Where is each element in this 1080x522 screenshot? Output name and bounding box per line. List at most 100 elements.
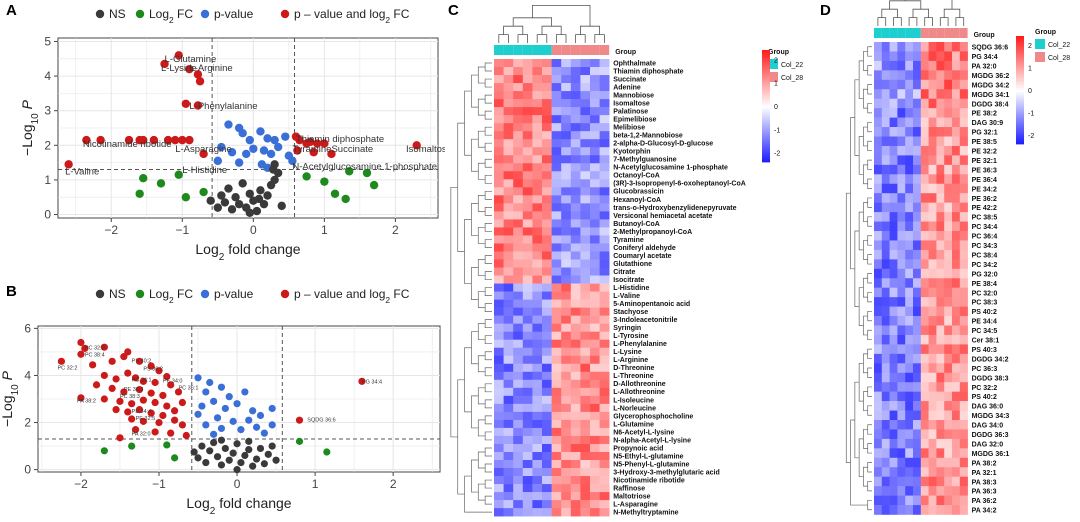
heatmap-cell	[513, 299, 524, 308]
data-point-both	[82, 135, 91, 145]
row-dendrogram	[484, 255, 492, 264]
heatmap-cell	[928, 231, 937, 241]
row-label: PE 42:2	[972, 205, 997, 212]
heatmap-cell	[513, 307, 524, 316]
heatmap-cell	[936, 486, 945, 496]
heatmap-cell	[532, 299, 543, 308]
colorbar-segment	[762, 66, 770, 70]
data-point-both	[181, 99, 191, 108]
heatmap-cell	[952, 98, 961, 109]
heatmap-cell	[959, 51, 968, 62]
heatmap-cell	[513, 419, 524, 429]
row-label: Coumaryl acetate	[613, 253, 671, 260]
heatmap-cell	[936, 391, 945, 402]
row-label: N5-Phenyl-L-glutamine	[613, 461, 689, 468]
data-point-ns	[233, 466, 241, 474]
heatmap-cell	[494, 508, 504, 517]
colorbar-tick: 2	[774, 57, 778, 64]
heatmap-cell	[580, 419, 591, 429]
x-tick-label: −1	[152, 477, 166, 491]
heatmap-cell	[513, 139, 524, 148]
col-dendrogram	[943, 8, 961, 18]
heatmap-cell	[503, 75, 514, 84]
heatmap-cell	[905, 136, 914, 147]
row-label: PE 36:4	[972, 177, 997, 184]
heatmap-cell	[944, 117, 953, 128]
colorbar-tick: -1	[774, 127, 780, 134]
group-annotation-cell	[494, 45, 504, 55]
heatmap-cell	[590, 419, 600, 429]
row-label: PC 38:4	[972, 252, 998, 259]
heatmap-cell	[503, 275, 514, 284]
heatmap-cell	[551, 435, 562, 445]
row-dendrogram	[477, 227, 486, 244]
row-dendrogram	[867, 273, 872, 284]
heatmap-cell	[503, 67, 514, 76]
data-point-pv	[194, 410, 202, 418]
heatmap-cell	[494, 476, 504, 485]
colorbar-segment	[762, 139, 770, 142]
heatmap-cell	[874, 193, 883, 203]
heatmap-cell	[532, 195, 543, 204]
point-label: L-Histidine	[182, 165, 227, 176]
legend-swatch	[1035, 52, 1045, 62]
heatmap-cell	[920, 287, 929, 298]
data-point-ns	[194, 454, 202, 462]
group-annotation-cell	[561, 45, 571, 55]
heatmap-cell	[897, 401, 906, 411]
heatmap-cell	[561, 427, 572, 437]
heatmap-cell	[580, 75, 591, 84]
heatmap-cell	[561, 107, 572, 116]
row-label: PE 36:2	[972, 196, 997, 203]
heatmap-cell	[936, 60, 945, 71]
data-point-both	[128, 400, 136, 408]
heatmap-cell	[532, 267, 543, 276]
heatmap-cell	[513, 371, 524, 381]
row-dendrogram	[457, 122, 465, 252]
data-point-both	[120, 353, 128, 361]
row-dendrogram	[867, 216, 872, 227]
heatmap-cell	[897, 249, 906, 260]
row-label: Melibiose	[613, 125, 645, 132]
data-point-both	[309, 148, 318, 157]
colorbar-segment	[1016, 50, 1024, 53]
heatmap-cell	[570, 323, 581, 332]
heatmap-cell	[881, 306, 890, 317]
data-point-both	[193, 70, 203, 79]
heatmap-cell	[494, 163, 504, 172]
heatmap-cell	[542, 155, 552, 164]
heatmap-cell	[913, 297, 922, 307]
heatmap-cell	[513, 99, 524, 108]
heatmap-cell	[503, 187, 514, 196]
group-annotation-cell	[952, 28, 960, 38]
legend-label-ns: NS	[109, 287, 126, 301]
row-label: Tyramine	[613, 237, 644, 244]
heatmap-cell	[590, 123, 600, 132]
colorbar-segment	[1016, 66, 1024, 69]
colorbar-segment	[1016, 81, 1024, 84]
colorbar-segment	[1016, 36, 1024, 39]
heatmap-cell	[889, 108, 898, 118]
heatmap-cell	[590, 171, 600, 180]
heatmap-cell	[522, 371, 533, 381]
heatmap-cell	[881, 183, 890, 194]
heatmap-cell	[599, 508, 610, 517]
heatmap-cell	[881, 486, 890, 496]
col-dendrogram	[498, 34, 509, 43]
heatmap-cell	[513, 131, 524, 140]
col-dendrogram	[893, 17, 902, 26]
heatmap-cell	[599, 299, 610, 308]
heatmap-cell	[513, 243, 524, 252]
data-point-both	[195, 77, 205, 86]
data-point-both	[171, 416, 179, 424]
row-label: N-Acetylglucosamine 1-phosphate	[613, 165, 728, 172]
heatmap-cell	[913, 79, 922, 90]
colorbar-segment	[1016, 90, 1024, 93]
data-point-ns	[270, 175, 279, 185]
heatmap-cell	[959, 221, 968, 232]
group-annotation-cell	[513, 45, 523, 55]
colorbar-segment	[762, 111, 770, 114]
heatmap-cell	[522, 484, 533, 493]
data-point-fc	[323, 448, 331, 456]
data-point-ns	[245, 208, 254, 218]
